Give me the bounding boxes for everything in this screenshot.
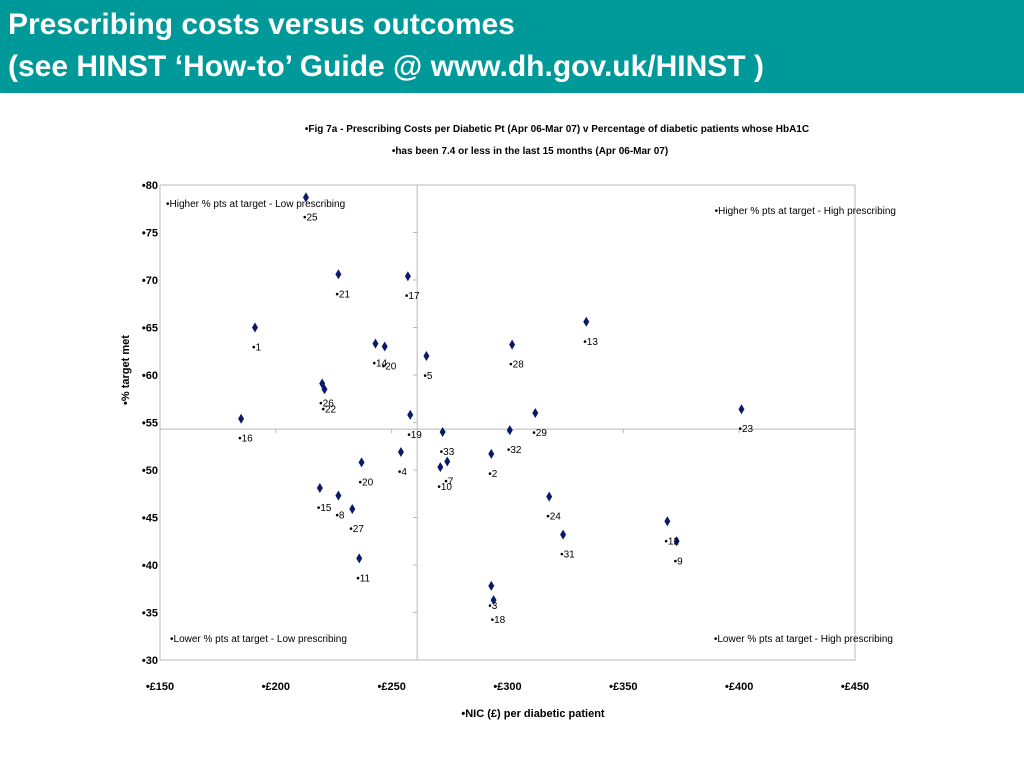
x-tick-label: •£350 — [609, 681, 637, 693]
data-point-label: •22 — [321, 404, 336, 415]
quadrant-label-bottom-left: •Lower % pts at target - Low prescribing — [170, 634, 347, 645]
data-point-label: •28 — [509, 360, 524, 371]
data-point-marker — [349, 503, 356, 514]
data-point-label: •26 — [319, 399, 334, 410]
x-axis-label: •NIC (£) per diabetic patient — [461, 708, 605, 720]
y-tick-label: •80 — [142, 180, 158, 192]
y-tick-label: •55 — [142, 418, 158, 430]
chart-title-line1: •Fig 7a - Prescribing Costs per Diabetic… — [305, 124, 809, 135]
data-point-label: •11 — [356, 573, 370, 584]
data-point-label: •33 — [440, 447, 455, 458]
data-point-marker — [490, 595, 497, 606]
x-tick-label: •£450 — [841, 681, 869, 693]
data-point-marker — [302, 192, 309, 203]
data-point-marker — [444, 456, 451, 467]
plot-area — [159, 184, 856, 661]
y-tick-label: •65 — [142, 323, 158, 335]
data-point-label: •13 — [583, 337, 598, 348]
data-point-label: •9 — [674, 556, 684, 567]
data-point-marker — [506, 425, 513, 436]
data-point-marker — [335, 269, 342, 280]
data-point-marker — [404, 271, 411, 282]
x-tick-label: •£400 — [725, 681, 753, 693]
data-point-label: •24 — [546, 512, 561, 523]
slide-title: Prescribing costs versus outcomes — [8, 8, 515, 41]
x-tick-label: •£150 — [146, 681, 174, 693]
x-tick-label: •£300 — [493, 681, 521, 693]
y-tick-label: •40 — [142, 560, 158, 572]
data-point-marker — [738, 404, 745, 415]
data-point-marker — [560, 529, 567, 540]
data-point-label: •27 — [349, 524, 364, 535]
data-point-marker — [532, 408, 539, 418]
data-point-label: •29 — [532, 428, 547, 439]
y-tick-label: •45 — [142, 513, 158, 525]
data-point-marker — [238, 413, 245, 424]
data-point-marker — [664, 516, 671, 527]
data-point-label: •23 — [738, 424, 753, 435]
data-point-label: •1 — [252, 343, 262, 354]
quadrant-label-top-left: •Higher % pts at target - Low prescribin… — [166, 199, 345, 210]
data-point-label: •5 — [423, 371, 433, 382]
data-point-marker — [251, 322, 258, 333]
data-point-marker — [316, 483, 323, 494]
data-point-label: •31 — [560, 550, 575, 561]
data-point-marker — [673, 536, 680, 547]
data-point-label: •15 — [317, 503, 332, 514]
data-point-label: •21 — [335, 289, 350, 300]
data-point-label: •8 — [335, 511, 345, 522]
data-point-label: •19 — [407, 430, 422, 441]
data-point-label: •3 — [488, 601, 498, 612]
quadrant-label-bottom-right: •Lower % pts at target - High prescribin… — [714, 634, 893, 645]
data-point-label: •7 — [444, 476, 454, 487]
data-point-marker — [488, 448, 495, 459]
data-point-label: •25 — [303, 212, 318, 223]
y-tick-label: •75 — [142, 228, 158, 240]
data-point-label: •10 — [437, 482, 452, 493]
data-point-label: •2 — [488, 469, 498, 480]
data-point-label: •4 — [398, 467, 408, 478]
data-point-label: •32 — [507, 445, 522, 456]
data-point-marker — [423, 351, 430, 361]
y-tick-label: •70 — [142, 275, 158, 287]
data-point-marker — [319, 378, 326, 389]
data-point-marker — [356, 553, 363, 564]
data-point-marker — [439, 427, 446, 437]
slide-subtitle: (see HINST ‘How-to’ Guide @ www.dh.gov.u… — [8, 50, 764, 83]
data-point-marker — [509, 339, 516, 350]
data-point-label: •14 — [372, 359, 387, 370]
data-point-marker — [381, 341, 388, 352]
data-point-marker — [407, 409, 414, 420]
y-tick-label: •30 — [142, 655, 158, 667]
data-point-label: •16 — [238, 434, 253, 445]
data-point-marker — [397, 446, 404, 457]
y-tick-label: •60 — [142, 370, 158, 382]
data-point-marker — [488, 580, 495, 591]
y-axis-label: •% target met — [120, 335, 132, 405]
data-point-label: •20 — [382, 362, 397, 373]
data-point-marker — [358, 457, 365, 468]
data-point-marker — [437, 462, 444, 473]
data-point-label: •17 — [405, 291, 420, 302]
data-point-label: •20 — [359, 477, 374, 488]
quadrant-label-top-right: •Higher % pts at target - High prescribi… — [715, 206, 896, 217]
data-point-label: •12 — [664, 536, 679, 547]
data-point-marker — [546, 491, 553, 502]
data-point-marker — [372, 338, 379, 349]
title-banner: Prescribing costs versus outcomes (see H… — [0, 0, 1024, 93]
y-tick-label: •35 — [142, 608, 158, 620]
data-point-marker — [583, 316, 590, 327]
data-point-marker — [335, 490, 342, 501]
y-tick-label: •50 — [142, 465, 158, 477]
data-point-label: •18 — [491, 615, 506, 626]
x-tick-label: •£200 — [262, 681, 290, 693]
chart-title-line2: •has been 7.4 or less in the last 15 mon… — [392, 146, 668, 157]
x-tick-label: •£250 — [378, 681, 406, 693]
